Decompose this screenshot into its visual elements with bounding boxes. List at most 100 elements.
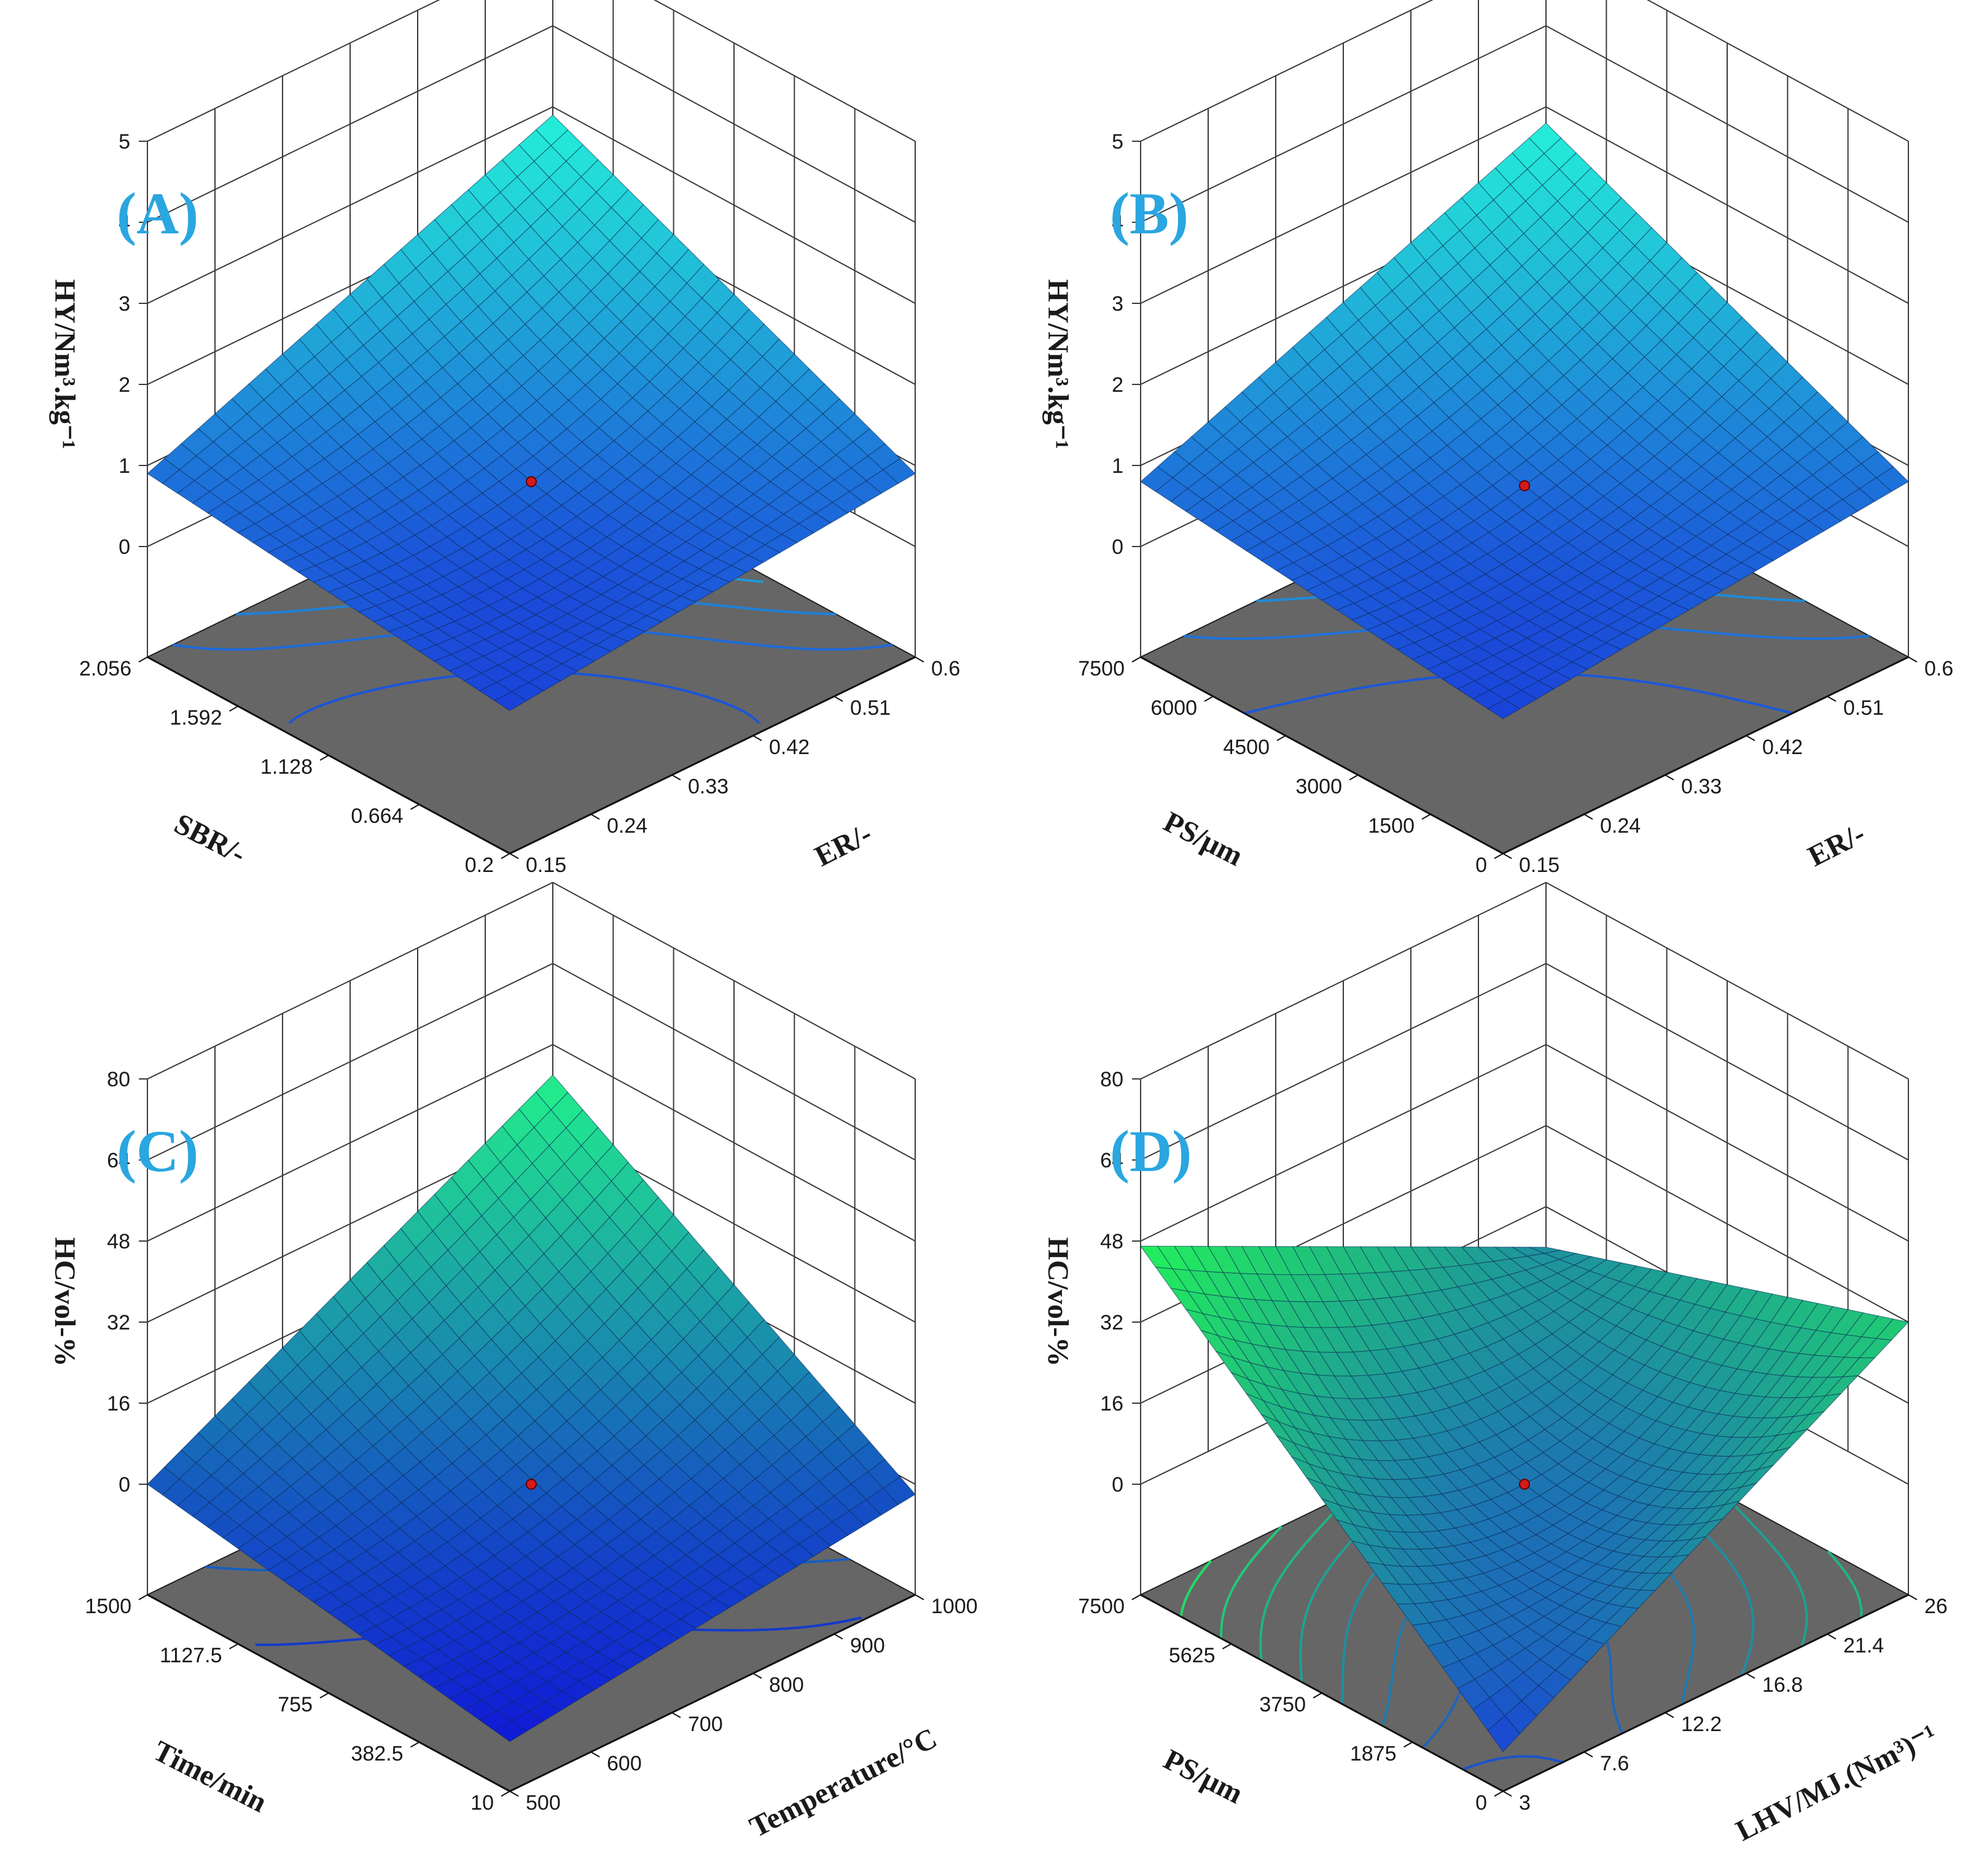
surface-mesh — [1139, 1245, 1910, 1753]
z-tick-label: 1 — [119, 454, 130, 478]
left-tick-label: 755 — [278, 1693, 313, 1716]
panel-a: 0 1 2 3 4 5 HY/Nm³.kg⁻¹ 0.2 0.664 1.128 1.592 2.056… — [49, 0, 960, 877]
panel-c: 0 16 32 48 64 80 HC/vol-% 10 382.5 755 1127.5 1500 5… — [49, 882, 978, 1844]
right-tick-label: 26 — [1924, 1595, 1948, 1618]
right-axis-label: LHV/MJ.(Nm³)⁻¹ — [1731, 1718, 1942, 1847]
z-tick-label: 3 — [119, 292, 130, 316]
right-tick-label: 800 — [769, 1673, 804, 1697]
left-axis-label: PS/μm — [1158, 806, 1248, 873]
right-tick-label: 7.6 — [1600, 1752, 1629, 1775]
surface-mesh — [1140, 122, 1909, 720]
design-point — [1519, 480, 1530, 491]
z-tick-label: 64 — [107, 1149, 130, 1172]
z-tick-label: 4 — [119, 211, 130, 235]
left-tick-label: 1.592 — [170, 706, 222, 730]
contour-line — [1462, 1755, 1563, 1771]
left-tick-label: 0.2 — [465, 854, 494, 877]
design-point — [526, 476, 537, 488]
right-tick-label: 0.24 — [607, 814, 647, 838]
right-tick-label: 700 — [688, 1713, 723, 1736]
contour-line — [1220, 1525, 1282, 1639]
left-axis-label: Time/min — [148, 1734, 271, 1819]
left-tick-label: 7500 — [1078, 1595, 1125, 1618]
left-tick-label: 1875 — [1350, 1742, 1397, 1765]
right-axis-label: Temperature/°C — [744, 1722, 942, 1844]
z-tick-label: 1 — [1112, 454, 1123, 478]
z-tick-label: 32 — [107, 1311, 130, 1334]
right-tick-label: 0.6 — [1924, 657, 1953, 680]
right-tick-label: 0.33 — [688, 775, 728, 798]
panel-label: (C) — [117, 1118, 198, 1184]
left-tick-label: 1500 — [1368, 814, 1415, 838]
z-axis: 0 16 32 48 64 80 HC/vol-% — [49, 1068, 147, 1497]
right-tick-label: 16.8 — [1762, 1673, 1803, 1697]
left-tick-label: 7500 — [1078, 657, 1125, 680]
z-tick-label: 80 — [1100, 1068, 1123, 1091]
surface-cell — [494, 1720, 528, 1742]
z-tick-label: 80 — [107, 1068, 130, 1091]
right-axis-label: ER/- — [810, 817, 877, 873]
surface-cell — [1487, 1715, 1521, 1753]
right-tick-label: 0.42 — [769, 736, 810, 759]
left-tick-label: 2.056 — [79, 657, 131, 680]
right-tick-label: 21.4 — [1843, 1634, 1884, 1657]
right-tick-label: 3 — [1519, 1791, 1531, 1815]
right-tick-label: 0.51 — [850, 696, 891, 720]
right-tick-label: 600 — [607, 1752, 642, 1775]
z-tick-label: 48 — [107, 1230, 130, 1253]
left-tick-label: 4500 — [1223, 736, 1270, 759]
z-tick-label: 0 — [119, 535, 130, 559]
panel-b: 0 1 2 3 4 5 HY/Nm³.kg⁻¹ 0 1500 3000 4500 6000 7500 0.… — [1042, 0, 1953, 877]
z-axis: 0 1 2 3 4 5 HY/Nm³.kg⁻¹ — [49, 130, 147, 559]
right-tick-label: 0.24 — [1600, 814, 1641, 838]
left-tick-label: 382.5 — [351, 1742, 403, 1765]
surface-mesh — [147, 1074, 916, 1742]
panel-label: (A) — [117, 181, 198, 246]
left-tick-label: 0 — [1475, 1791, 1487, 1815]
z-tick-label: 16 — [107, 1392, 130, 1415]
left-tick-label: 6000 — [1150, 696, 1197, 720]
contour-line — [1259, 1491, 1863, 1660]
left-tick-label: 3750 — [1259, 1693, 1306, 1716]
z-tick-label: 5 — [119, 130, 130, 154]
left-tick-label: 10 — [470, 1791, 494, 1815]
left-tick-label: 1500 — [85, 1595, 131, 1618]
z-tick-label: 0 — [119, 1473, 130, 1497]
z-axis-label: HY/Nm³.kg⁻¹ — [1042, 279, 1074, 450]
z-tick-label: 2 — [119, 373, 130, 397]
z-tick-label: 4 — [1112, 211, 1123, 235]
right-axis-label: ER/- — [1803, 817, 1870, 873]
right-tick-label: 0.15 — [1519, 854, 1560, 877]
surface-cell — [494, 691, 528, 711]
z-tick-label: 0 — [1112, 1473, 1123, 1497]
left-tick-label: 0.664 — [351, 804, 403, 828]
z-axis-label: HC/vol-% — [49, 1237, 81, 1367]
left-tick-label: 1127.5 — [160, 1644, 222, 1667]
surface-cell — [1487, 699, 1521, 720]
left-tick-label: 1.128 — [260, 755, 313, 779]
panel-label: (D) — [1110, 1118, 1192, 1184]
z-tick-label: 2 — [1112, 373, 1123, 397]
left-axis-label: SBR/- — [169, 808, 251, 871]
left-tick-label: 0 — [1475, 854, 1487, 877]
surface-mesh — [147, 114, 916, 711]
z-tick-label: 16 — [1100, 1392, 1123, 1415]
right-tick-label: 900 — [850, 1634, 885, 1657]
right-tick-label: 500 — [526, 1791, 561, 1815]
right-tick-label: 0.33 — [1681, 775, 1722, 798]
right-tick-label: 0.42 — [1762, 736, 1803, 759]
right-tick-label: 0.6 — [931, 657, 960, 680]
panel-d: 0 16 32 48 64 80 HC/vol-% 0 1875 3750 5625 7500 3 7.6… — [1042, 882, 1948, 1847]
left-axis-label: PS/μm — [1158, 1743, 1248, 1810]
right-tick-label: 1000 — [931, 1595, 978, 1618]
right-tick-label: 12.2 — [1681, 1713, 1722, 1736]
left-tick-label: 3000 — [1295, 775, 1342, 798]
right-tick-label: 0.15 — [526, 854, 566, 877]
z-axis: 0 1 2 3 4 5 HY/Nm³.kg⁻¹ — [1042, 130, 1141, 559]
z-tick-label: 3 — [1112, 292, 1123, 316]
right-tick-label: 0.51 — [1843, 696, 1884, 720]
z-axis: 0 16 32 48 64 80 HC/vol-% — [1042, 1068, 1141, 1497]
contour-line — [1179, 1560, 1212, 1617]
design-point — [526, 1479, 537, 1490]
